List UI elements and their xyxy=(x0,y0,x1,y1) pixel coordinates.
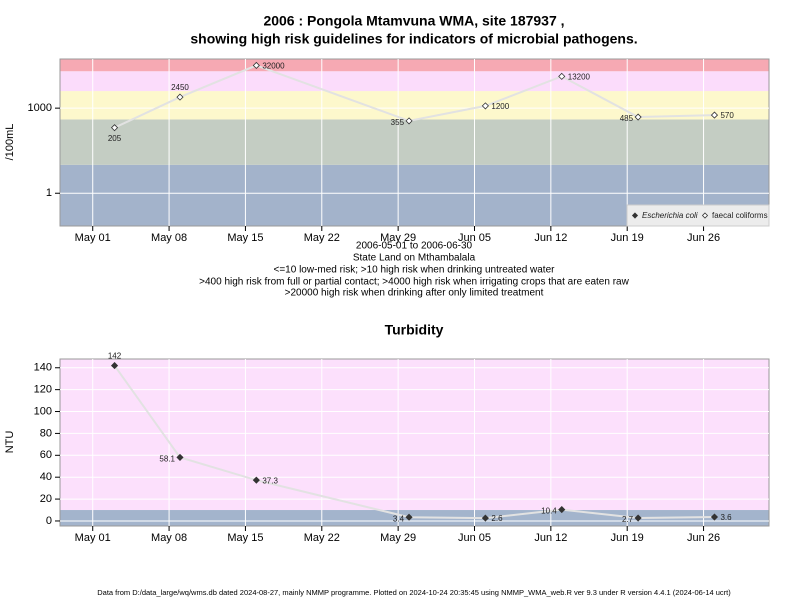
risk-band xyxy=(60,59,769,72)
data-label: 37.3 xyxy=(262,476,278,485)
data-point xyxy=(405,513,413,521)
y-tick-label: 100 xyxy=(34,405,52,417)
data-label: 58.1 xyxy=(159,454,175,463)
x-tick-label: Jun 05 xyxy=(458,232,491,244)
chart-title: 2006 : Pongola Mtamvuna WMA, site 187937… xyxy=(263,13,564,29)
legend-label: faecal coliforms xyxy=(712,211,768,220)
y-tick-label: 120 xyxy=(34,384,52,396)
data-point xyxy=(176,453,184,461)
y-tick-label: 0 xyxy=(46,515,52,527)
y-tick-label: 60 xyxy=(40,449,52,461)
data-point xyxy=(634,113,642,121)
plot-frame xyxy=(59,358,770,527)
y-tick-label: 80 xyxy=(40,427,52,439)
data-point xyxy=(252,61,260,70)
y-tick-label: 1000 xyxy=(28,102,52,114)
legend-marker xyxy=(701,212,709,219)
y-axis-label: NTU xyxy=(4,431,16,454)
x-tick-label: May 15 xyxy=(227,532,263,544)
note: >20000 high risk when drinking after onl… xyxy=(285,288,544,299)
data-point xyxy=(110,362,119,370)
x-tick-label: Jun 19 xyxy=(611,532,644,544)
data-line xyxy=(114,64,715,129)
x-tick-label: May 01 xyxy=(75,532,111,544)
data-label: 142 xyxy=(108,352,122,361)
x-tick-label: Jun 12 xyxy=(534,232,567,244)
data-line xyxy=(113,364,715,520)
data-label: 205 xyxy=(108,134,122,143)
data-label: 3.4 xyxy=(393,514,405,523)
data-point xyxy=(405,117,413,125)
data-label: 355 xyxy=(391,118,405,127)
chart-title: showing high risk guidelines for indicat… xyxy=(190,31,637,47)
risk-band xyxy=(60,119,769,165)
note: <=10 low-med risk; >10 high risk when dr… xyxy=(274,265,556,276)
y-tick-label: 140 xyxy=(34,362,52,374)
footer: Data from D:/data_large/wq/wms.db dated … xyxy=(97,588,731,597)
data-point xyxy=(481,102,489,110)
x-tick-label: May 15 xyxy=(227,232,263,244)
data-label: 570 xyxy=(720,111,734,120)
x-tick-label: May 29 xyxy=(380,232,416,244)
x-tick-label: Jun 19 xyxy=(611,232,644,244)
risk-band xyxy=(60,71,769,92)
data-label: 13200 xyxy=(568,72,591,81)
y-axis-label: /100mL xyxy=(4,124,16,161)
x-tick-label: Jun 26 xyxy=(687,232,720,244)
x-tick-label: Jun 12 xyxy=(534,532,567,544)
legend-label: Escherichia coli xyxy=(642,211,698,220)
data-label: 2450 xyxy=(171,83,189,92)
y-tick-label: 1 xyxy=(46,187,52,199)
data-point xyxy=(176,93,184,101)
legend-box xyxy=(626,204,770,227)
x-tick-label: May 22 xyxy=(304,232,340,244)
x-tick-label: May 08 xyxy=(151,232,187,244)
x-tick-label: May 22 xyxy=(304,532,340,544)
risk-band xyxy=(60,359,769,511)
data-label: 3.6 xyxy=(720,513,732,522)
plot-frame xyxy=(59,58,770,227)
data-label: 2.6 xyxy=(491,514,503,523)
data-label: 1200 xyxy=(491,102,509,111)
x-tick-label: May 29 xyxy=(380,532,416,544)
data-point xyxy=(110,124,119,132)
x-tick-label: Jun 05 xyxy=(458,532,491,544)
data-label: 32000 xyxy=(262,62,285,71)
x-tick-label: Jun 26 xyxy=(687,532,720,544)
data-point xyxy=(710,111,719,119)
note: >400 high risk from full or partial cont… xyxy=(199,277,629,288)
data-label: 485 xyxy=(620,114,634,123)
data-point xyxy=(252,476,260,484)
x-tick-label: May 01 xyxy=(75,232,111,244)
risk-band xyxy=(60,91,769,120)
data-point xyxy=(634,514,642,522)
data-point xyxy=(558,72,566,80)
note: State Land on Mthambalala xyxy=(353,253,476,264)
data-point xyxy=(558,506,566,514)
data-point xyxy=(710,513,719,521)
data-point xyxy=(481,514,489,522)
data-label: 2.7 xyxy=(622,515,634,524)
y-tick-label: 20 xyxy=(40,493,52,505)
data-label: 10.4 xyxy=(541,507,557,516)
chart-title: Turbidity xyxy=(385,322,444,338)
y-tick-label: 40 xyxy=(40,471,52,483)
note: 2006-05-01 to 2006-06-30 xyxy=(356,241,473,252)
x-tick-label: May 08 xyxy=(151,532,187,544)
legend-marker xyxy=(631,212,639,219)
